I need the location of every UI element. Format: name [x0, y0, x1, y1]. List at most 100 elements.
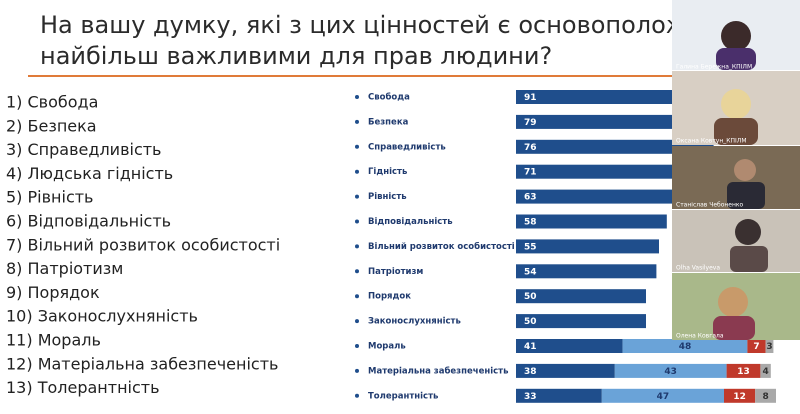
category-label: Законослухняність: [368, 316, 461, 327]
list-item: 1) Свобода: [6, 93, 98, 112]
video-panel: Галина Бережна_КПІЛМ Оксана Ковтун_КПІЛМ С…: [672, 0, 800, 340]
bullet: [355, 219, 359, 224]
list-item: 12) Матеріальна забезпеченість: [6, 354, 278, 373]
list-item: 11) Мораль: [6, 331, 101, 350]
participant-name: Галина Бережна_КПІЛМ: [676, 64, 752, 71]
category-label: Безпека: [368, 117, 409, 127]
value-label: 48: [679, 342, 692, 352]
category-label: Вільний розвиток особистості: [368, 241, 515, 252]
participant-name: Оксана Ковтун_КПІЛМ: [676, 138, 747, 145]
bar-segment: [726, 363, 761, 378]
avatar: [721, 89, 751, 119]
bullet: [355, 294, 359, 299]
bullet: [355, 344, 359, 348]
avatar: [714, 118, 758, 145]
value-label: 54: [524, 267, 537, 277]
bar-segment: [614, 363, 727, 378]
category-label: Рівність: [368, 191, 407, 202]
bullet: [355, 144, 359, 149]
category-label: Порядок: [368, 292, 411, 302]
value-label: 4: [762, 367, 768, 377]
list-item: 4) Людська гідність: [6, 164, 173, 183]
value-label: 43: [664, 367, 677, 377]
avatar: [734, 159, 756, 181]
bar-segment: [516, 264, 657, 279]
category-label: Справедливість: [368, 141, 446, 152]
value-label: 76: [524, 143, 537, 153]
value-label: 50: [524, 317, 537, 327]
list-item: 13) Толерантність: [6, 378, 160, 397]
avatar: [713, 316, 755, 340]
bar-segment: [516, 139, 714, 154]
slide-title: найбільш важливими для прав людини?: [40, 42, 552, 70]
category-label: Відповідальність: [368, 216, 453, 227]
category-label: Толерантність: [368, 390, 438, 401]
list-item: 3) Справедливість: [6, 140, 161, 159]
bar-segment: [516, 239, 659, 254]
list-item: 9) Порядок: [6, 283, 100, 302]
bar-segment: [760, 363, 771, 378]
bar-segment: [516, 214, 667, 229]
category-label: Свобода: [368, 92, 410, 103]
avatar: [718, 287, 748, 317]
bullet: [355, 95, 359, 99]
value-label: 50: [524, 292, 537, 302]
list-item: 7) Вільний розвиток особистості: [6, 235, 280, 254]
bar-segment: [516, 388, 602, 403]
bullet: [355, 368, 359, 373]
bar-segment: [724, 388, 756, 403]
value-label: 71: [524, 168, 537, 178]
bar-segment: [765, 339, 774, 353]
list-item: 6) Відповідальність: [6, 212, 171, 231]
bar-segment: [516, 114, 722, 129]
bullet: [355, 393, 359, 398]
value-label: 12: [733, 392, 746, 402]
bullet: [355, 269, 359, 274]
value-label: 33: [524, 392, 537, 402]
value-label: 79: [524, 118, 537, 128]
bar-segment: [516, 363, 615, 378]
avatar: [721, 21, 751, 51]
bullet: [355, 119, 359, 124]
value-label: 13: [737, 367, 750, 377]
value-label: 8: [762, 392, 768, 402]
value-label: 41: [524, 342, 537, 352]
category-label: Гідність: [368, 166, 407, 177]
avatar: [735, 219, 761, 245]
category-label: Мораль: [368, 342, 406, 352]
slide-title: На вашу думку, які з цих цінностей є осн…: [40, 11, 687, 39]
list-item: 5) Рівність: [6, 188, 93, 207]
list-item: 8) Патріотизм: [6, 259, 123, 278]
bullet: [355, 244, 359, 249]
value-label: 47: [657, 392, 670, 402]
bullet: [355, 194, 359, 199]
bullet: [355, 169, 359, 174]
bar-segment: [755, 388, 776, 403]
value-label: 58: [524, 218, 537, 228]
value-label: 3: [766, 342, 772, 352]
avatar: [716, 48, 756, 70]
bar-segment: [601, 388, 724, 403]
category-label: Матеріальна забезпеченість: [368, 365, 508, 376]
value-label: 55: [524, 242, 537, 252]
avatar: [727, 182, 765, 209]
bar-segment: [516, 289, 646, 304]
participant-name: Станіслав Чебоненко: [676, 202, 744, 209]
value-label: 91: [524, 93, 537, 103]
category-label: Патріотизм: [368, 266, 423, 277]
participant-name: Олена Ковгала: [676, 333, 724, 340]
avatar: [730, 246, 768, 272]
value-label: 7: [753, 342, 759, 352]
bar-segment: [516, 189, 680, 204]
list-item: 2) Безпека: [6, 116, 97, 135]
value-label: 63: [524, 193, 537, 203]
bar-segment: [516, 164, 701, 179]
participant-name: Olha Vasilyeva: [676, 265, 720, 272]
bar-segment: [516, 314, 646, 329]
bar-segment: [516, 339, 623, 353]
bullet: [355, 319, 359, 324]
bar-segment: [747, 339, 766, 353]
list-item: 10) Законослухняність: [6, 307, 198, 326]
